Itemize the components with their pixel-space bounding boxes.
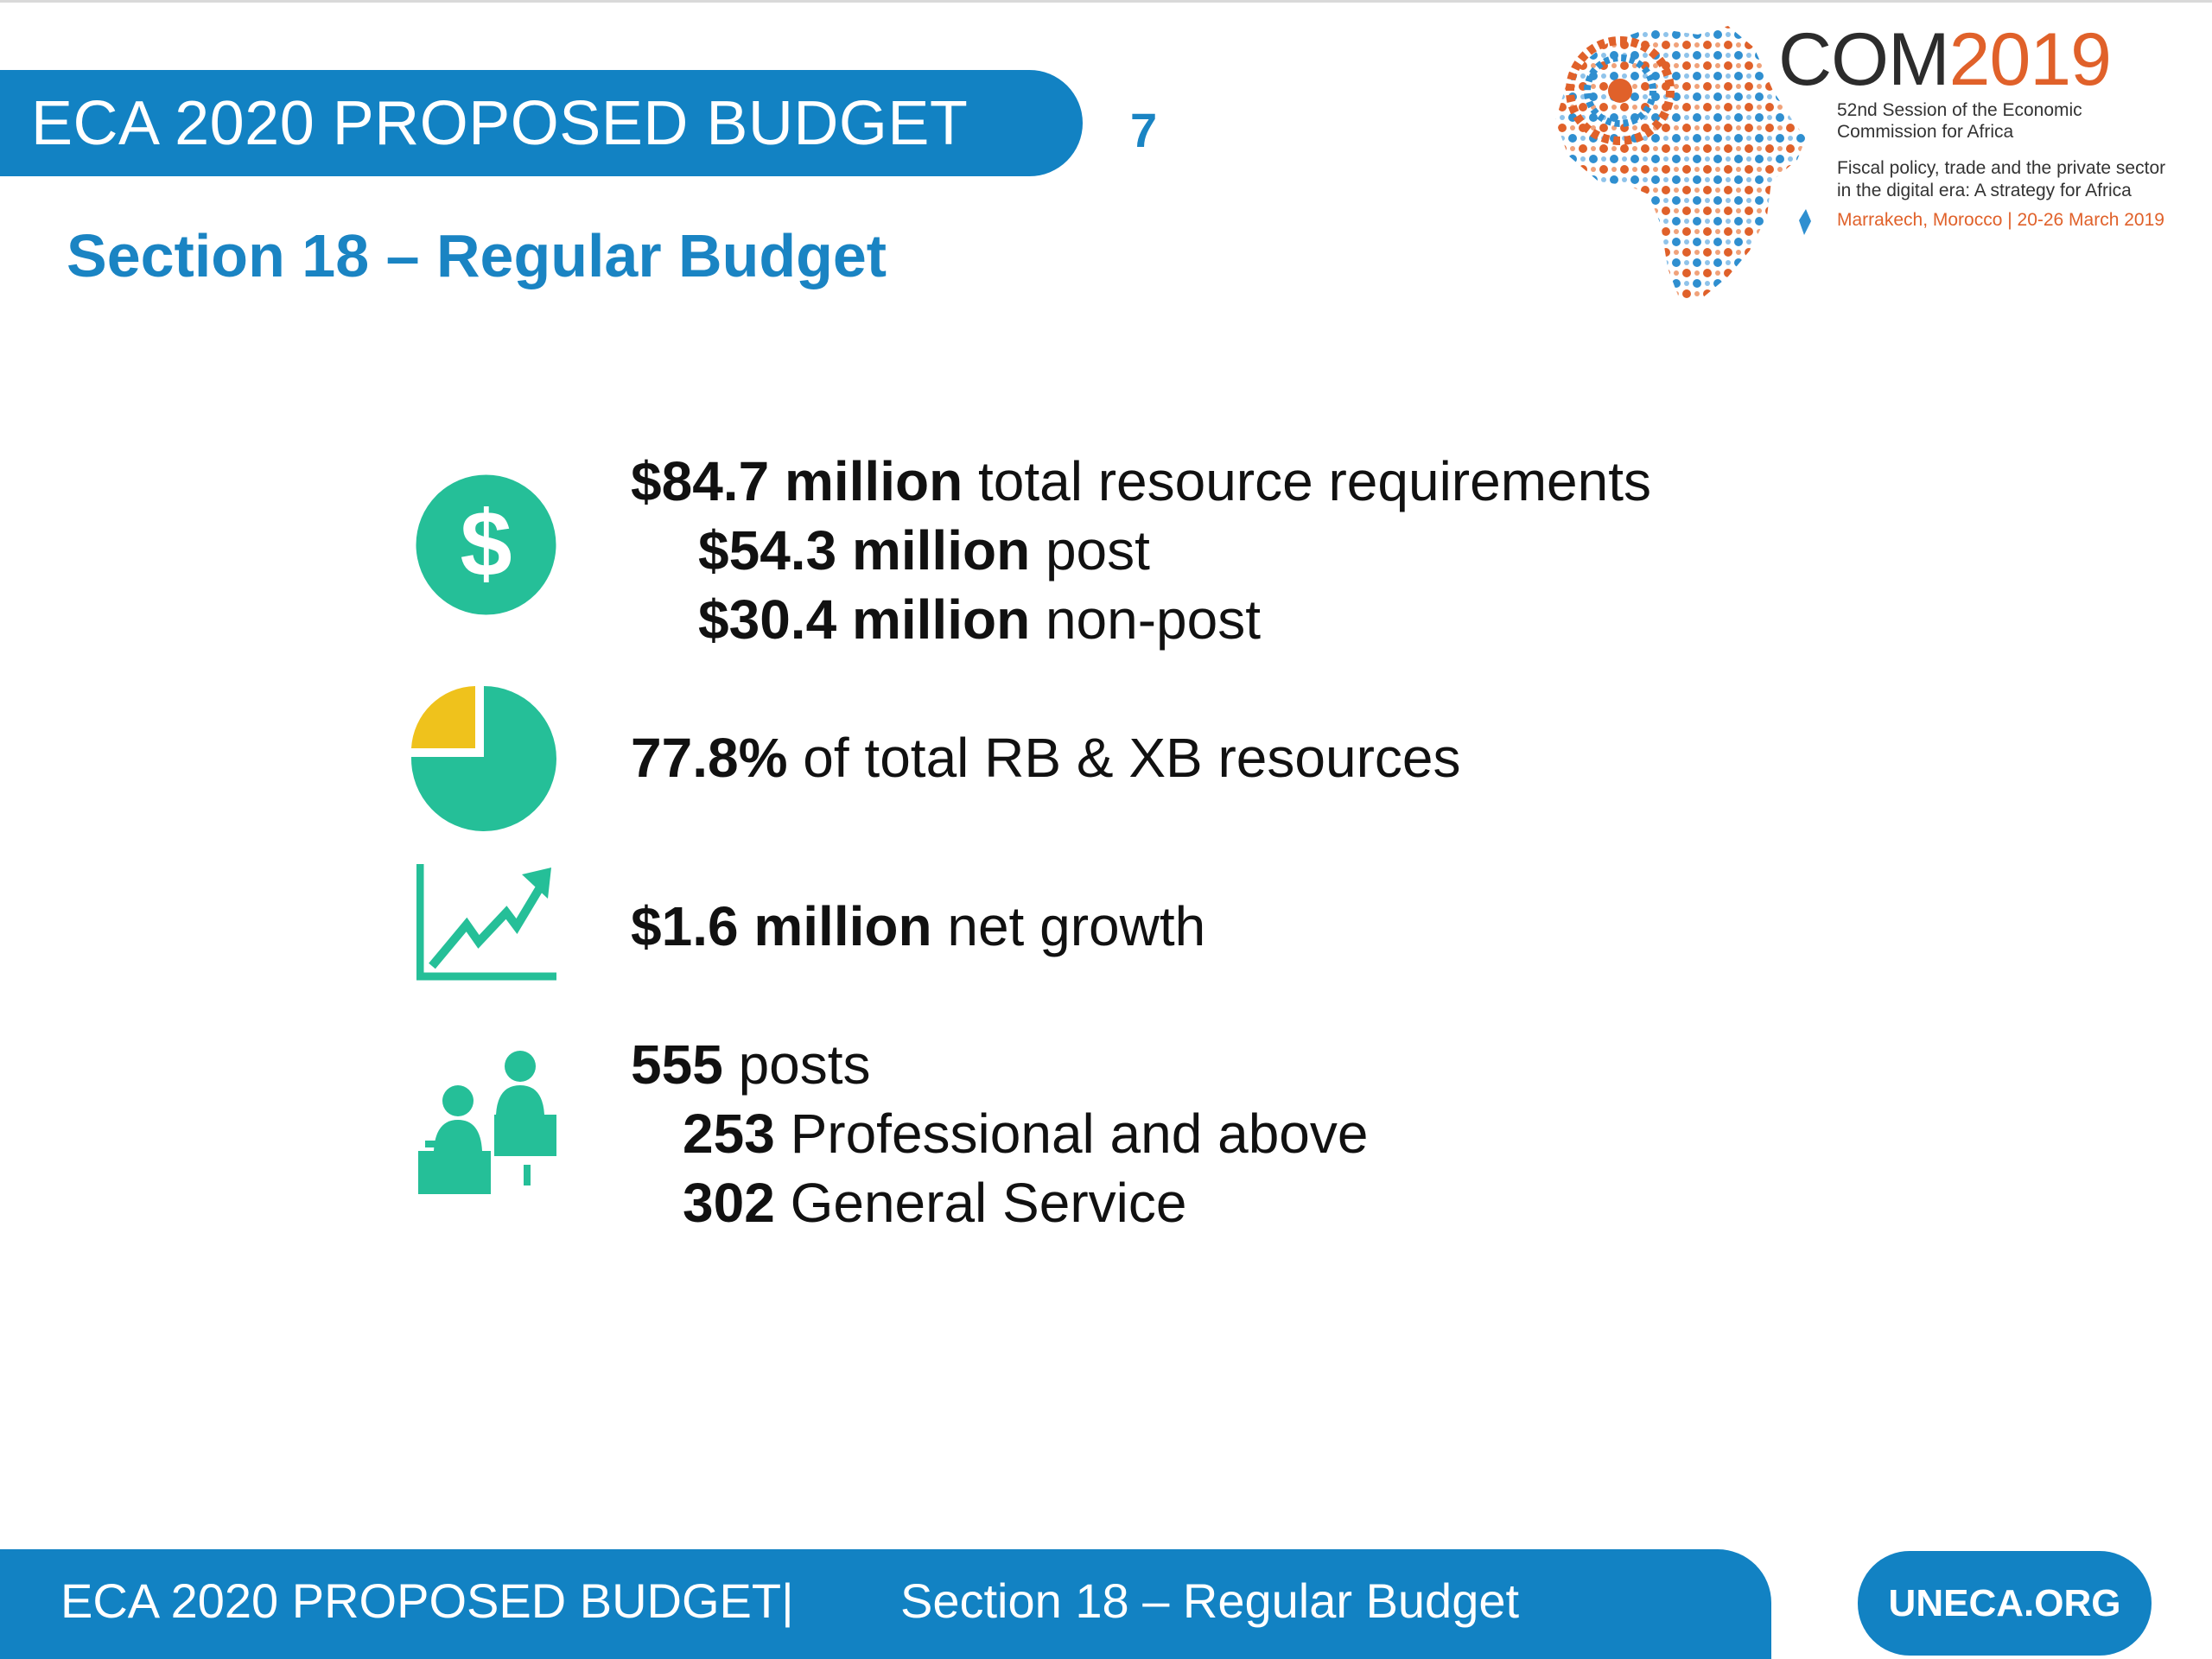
total-resources-line: $84.7 million total resource requirement… [631,450,1651,512]
post-resources-line: $54.3 million post [698,519,1150,582]
footer-section: Section 18 – Regular Budget [900,1573,1520,1628]
slide-title: ECA 2020 PROPOSED BUDGET [31,88,969,158]
staff-icon [418,1051,556,1194]
logo-wordmark: COM2019 [1778,18,2112,101]
footer-bar [0,1549,1771,1659]
posts-general-line: 302 General Service [683,1172,1187,1234]
title-bar: ECA 2020 PROPOSED BUDGET [0,70,1083,176]
uneca-link[interactable]: UNECA.ORG [1858,1551,2152,1656]
africa-mosaic-logo-icon [1555,26,1811,302]
nonpost-resources-line: $30.4 million non-post [698,588,1261,651]
footer-title: ECA 2020 PROPOSED BUDGET| [60,1573,794,1628]
posts-total-line: 555 posts [631,1033,871,1096]
logo-tagline-4: in the digital era: A strategy for Afric… [1837,181,2132,200]
share-line: 77.8% of total RB & XB resources [631,727,1461,789]
svg-text:$: $ [460,491,512,595]
growth-line: $1.6 million net growth [631,895,1206,957]
growth-chart-icon [416,864,556,981]
logo-tagline-5: Marrakech, Morocco | 20-26 March 2019 [1837,210,2164,230]
top-border [0,0,2212,3]
logo-tagline-2: Commission for Africa [1837,122,2014,142]
posts-professional-line: 253 Professional and above [683,1103,1369,1165]
logo-tagline-1: 52nd Session of the Economic [1837,100,2082,120]
slide-number: 7 [1130,103,1158,157]
pie-chart-icon [410,686,556,831]
uneca-link-label: UNECA.ORG [1888,1581,2121,1624]
dollar-icon: $ [416,474,556,615]
section-title: Section 18 – Regular Budget [67,222,887,289]
logo-tagline-3: Fiscal policy, trade and the private sec… [1837,158,2166,178]
